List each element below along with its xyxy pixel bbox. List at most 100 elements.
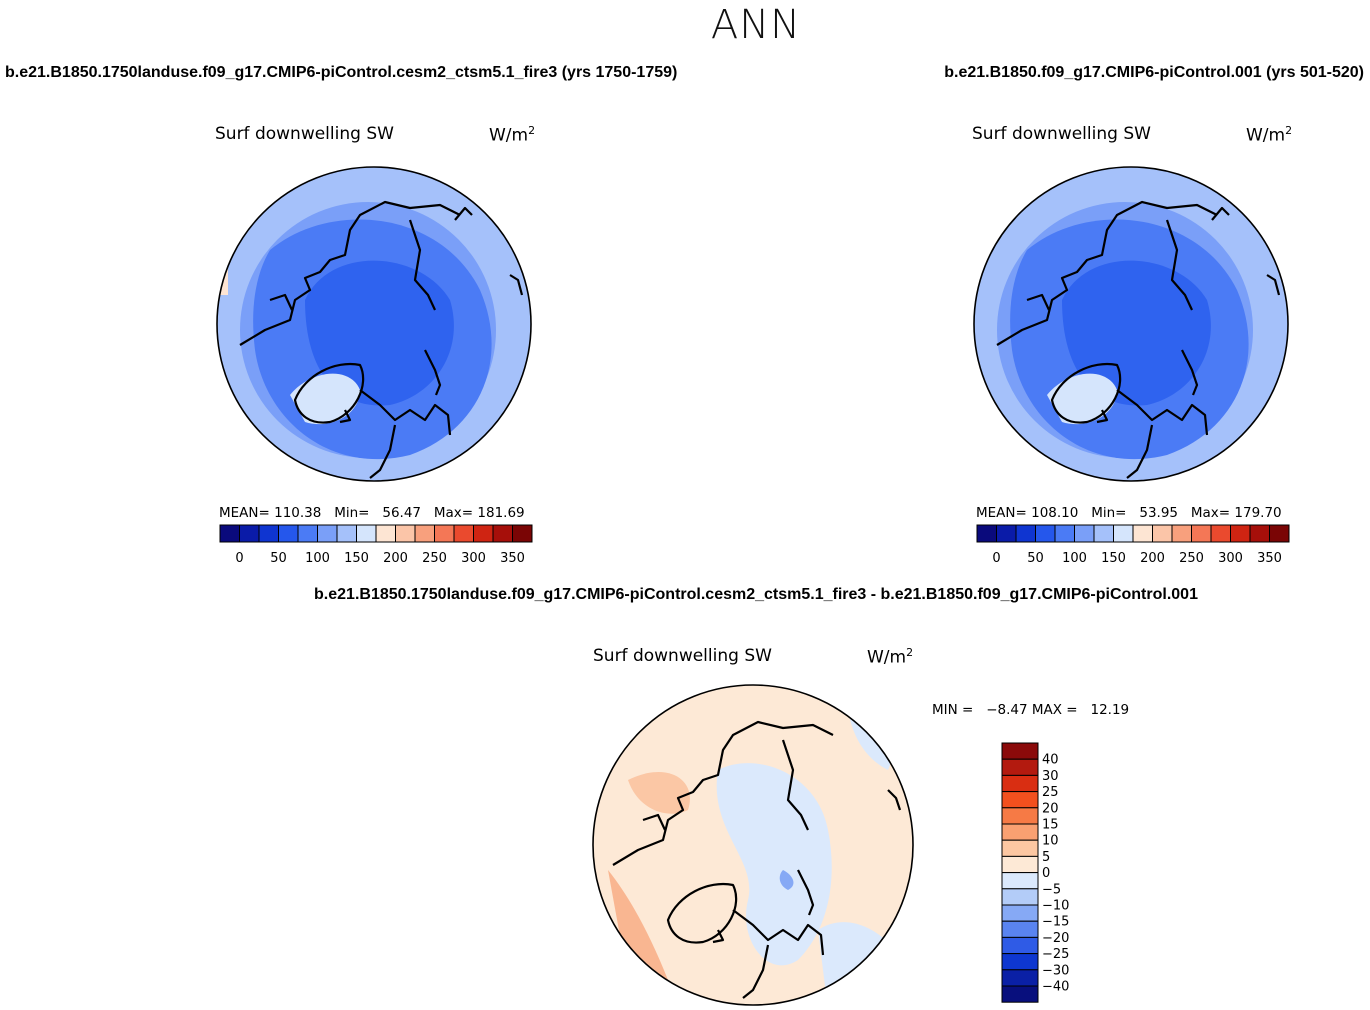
panel1-variable-label: Surf downwelling SW [215, 124, 394, 144]
colorbar-case-swatch [492, 524, 513, 543]
colorbar-case-swatch [414, 524, 435, 543]
colorbar-difference-swatch [1001, 985, 1039, 1003]
colorbar-difference-tick-label: 40 [1042, 753, 1059, 768]
colorbar-difference-tick-label: 25 [1042, 785, 1059, 800]
colorbar-control-tick-label: 200 [1140, 551, 1165, 566]
colorbar-difference-swatch [1001, 969, 1039, 987]
colorbar-difference-tick-label: −40 [1042, 980, 1069, 995]
colorbar-control-swatch [1074, 524, 1095, 543]
colorbar-difference-swatch [1001, 839, 1039, 857]
panel2-variable-label: Surf downwelling SW [972, 124, 1151, 144]
map-control-field-70 [1062, 260, 1211, 406]
colorbar-difference-swatch [1001, 888, 1039, 906]
colorbar-difference-tick-label: 20 [1042, 801, 1059, 816]
colorbar-case-tick-label: 250 [422, 551, 447, 566]
colorbar-control-tick-label: 350 [1257, 551, 1282, 566]
colorbar-case: 0 50 100 150 200 250 300 350 [219, 524, 533, 566]
colorbar-difference-tick-label: 30 [1042, 769, 1059, 784]
map-case [216, 166, 532, 482]
colorbar-case-swatch [297, 524, 318, 543]
map-control-coastlines [996, 200, 1281, 479]
colorbar-difference-tick-label: −25 [1042, 947, 1069, 962]
map-case-warm-spot [218, 255, 228, 295]
colorbar-case-swatch [395, 524, 416, 543]
colorbar-difference-tick-label: 0 [1042, 866, 1050, 881]
colorbar-control-tick-label: 250 [1179, 551, 1204, 566]
map-diff-field-neg [716, 763, 832, 966]
colorbar-control-swatch [1093, 524, 1114, 543]
colorbar-case-swatch [434, 524, 455, 543]
colorbar-control-swatch [1113, 524, 1134, 543]
colorbar-case-swatch [356, 524, 377, 543]
colorbar-difference-swatch [1001, 758, 1039, 776]
colorbar-difference-swatch [1001, 904, 1039, 922]
colorbar-control-swatch [1171, 524, 1192, 543]
colorbar-difference-tick-label: −5 [1042, 882, 1061, 897]
colorbar-difference-swatch [1001, 920, 1039, 938]
panel2-stats: MEAN= 108.10 Min= 53.95 Max= 179.70 [976, 505, 1282, 521]
colorbar-control-swatch [1132, 524, 1153, 543]
case-title: b.e21.B1850.1750landuse.f09_g17.CMIP6-pi… [5, 64, 678, 81]
colorbar-control: 0 50 100 150 200 250 300 350 [976, 524, 1290, 566]
map-control-greenland [1047, 373, 1117, 425]
colorbar-control-swatch [1269, 524, 1290, 543]
colorbar-case-swatch [258, 524, 279, 543]
colorbar-difference-swatch [1001, 742, 1039, 760]
colorbar-control-swatch [1035, 524, 1056, 543]
panel1-stats: MEAN= 110.38 Min= 56.47 Max= 181.69 [219, 505, 525, 521]
colorbar-case-swatch [453, 524, 474, 543]
figure-title: ANN [710, 2, 802, 48]
colorbar-difference-tick-label: 10 [1042, 834, 1059, 849]
diff-units: W/m2 [867, 646, 914, 668]
colorbar-difference-swatch [1001, 872, 1039, 890]
colorbar-difference-swatch [1001, 774, 1039, 793]
map-control [973, 166, 1289, 482]
map-case-field-70 [305, 260, 454, 406]
colorbar-case-tick-label: 50 [270, 551, 287, 566]
colorbar-case-swatch [219, 524, 240, 543]
map-diff-boundary [592, 684, 914, 1006]
colorbar-control-swatch [976, 524, 997, 543]
map-diff-field-neg-2 [818, 922, 908, 1005]
map-case-boundary [216, 166, 532, 482]
map-difference [592, 684, 914, 1006]
colorbar-case-tick-label: 300 [461, 551, 486, 566]
colorbar-control-tick-label: 100 [1062, 551, 1087, 566]
colorbar-difference-swatch [1001, 791, 1039, 809]
map-case-coastlines [239, 200, 524, 479]
panel2-units: W/m2 [1246, 124, 1293, 146]
colorbar-control-swatch [1249, 524, 1270, 543]
map-case-greenland [290, 373, 360, 425]
diff-stats: MIN = −8.47 MAX = 12.19 [932, 702, 1130, 718]
map-diff-field-pos-mid [628, 771, 690, 814]
colorbar-difference-swatch [1001, 855, 1039, 874]
colorbar-case-tick-label: 100 [305, 551, 330, 566]
colorbar-difference-tick-label: −10 [1042, 899, 1069, 914]
colorbar-case-swatch [278, 524, 299, 543]
colorbar-control-swatch [1210, 524, 1231, 543]
colorbar-difference-swatch [1001, 936, 1039, 955]
colorbar-control-tick-label: 0 [992, 551, 1000, 566]
colorbar-case-swatch [317, 524, 338, 543]
colorbar-case-tick-label: 350 [500, 551, 525, 566]
colorbar-difference-tick-label: −15 [1042, 915, 1069, 930]
colorbar-control-swatch [1015, 524, 1036, 543]
colorbar-difference-swatch [1001, 823, 1039, 841]
colorbar-case-swatch [239, 524, 260, 543]
map-diff-field-neg-strong [779, 870, 794, 890]
diff-variable-label: Surf downwelling SW [593, 646, 772, 666]
colorbar-control-swatch [1191, 524, 1212, 543]
colorbar-control-swatch [1054, 524, 1075, 543]
panel1-units: W/m2 [489, 124, 536, 146]
colorbar-case-tick-label: 150 [344, 551, 369, 566]
colorbar-case-swatch [512, 524, 533, 543]
colorbar-control-tick-label: 300 [1218, 551, 1243, 566]
map-diff-coastlines [612, 720, 902, 999]
colorbar-case-tick-label: 200 [383, 551, 408, 566]
colorbar-control-tick-label: 50 [1027, 551, 1044, 566]
colorbar-difference-tick-label: 15 [1042, 818, 1059, 833]
colorbar-difference-tick-label: −20 [1042, 931, 1069, 946]
difference-title: b.e21.B1850.1750landuse.f09_g17.CMIP6-pi… [314, 586, 1198, 603]
colorbar-control-swatch [1152, 524, 1173, 543]
colorbar-difference-tick-label: −30 [1042, 963, 1069, 978]
